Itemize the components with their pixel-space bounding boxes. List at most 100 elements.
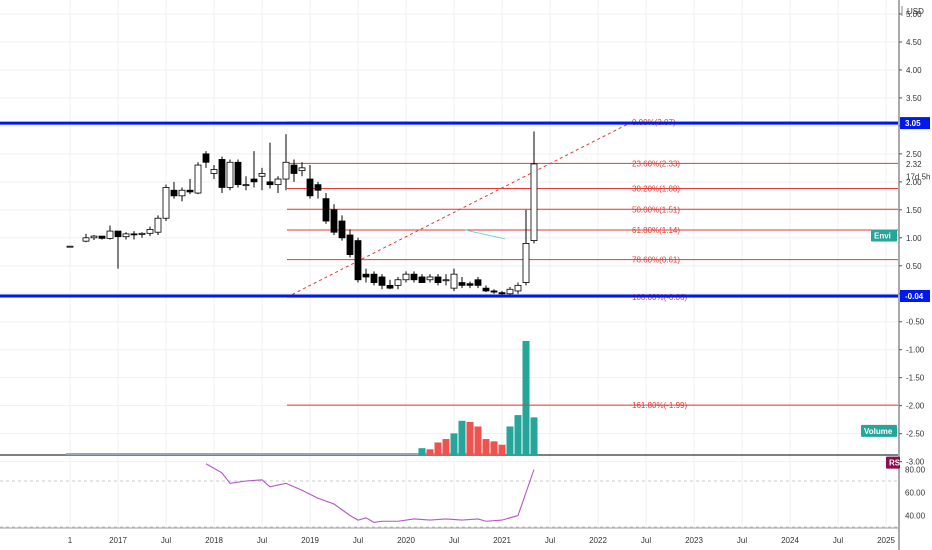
candle-body <box>370 273 378 283</box>
horizontal-levels[interactable] <box>0 121 898 298</box>
indicator-label-badge: Volume <box>864 427 893 436</box>
candle-body <box>362 273 370 278</box>
time-axis-label: Jul <box>161 536 171 545</box>
candle-body <box>506 288 514 295</box>
candle-body <box>466 283 474 286</box>
candle-body <box>522 242 530 283</box>
fib-level-label: 161.80%(-1.99) <box>632 401 687 410</box>
candle-body <box>266 181 274 186</box>
price-tick-label: -3.00 <box>906 458 925 467</box>
candle-body <box>274 178 282 186</box>
candle-body <box>498 292 506 295</box>
fib-level-label: 50.00%(1.51) <box>632 205 680 214</box>
time-axis-label: 1 <box>68 536 73 545</box>
candle-body <box>474 279 482 286</box>
candle-body <box>178 189 186 197</box>
volume-bar <box>490 441 498 455</box>
candle-body <box>290 164 298 174</box>
fib-trend-line[interactable] <box>286 121 633 298</box>
time-axis-label: Jul <box>545 536 555 545</box>
candle-body <box>482 287 490 292</box>
last-price-label: 2.32 <box>906 160 922 169</box>
price-tick-label: 3.50 <box>906 94 922 103</box>
candle-body <box>418 276 426 283</box>
fib-level-label: 100.00%(-0.06) <box>632 293 687 302</box>
candle-body <box>162 187 170 219</box>
fibonacci-retracement[interactable]: 0.00%(3.07)23.60%(2.33)38.20%(1.88)50.00… <box>287 118 898 410</box>
candle-body <box>434 276 442 283</box>
volume-bar <box>482 439 490 455</box>
candle-body <box>82 237 90 242</box>
candle-body <box>218 159 226 188</box>
level-price-badge: 3.05 <box>905 119 921 128</box>
candle-body <box>442 279 450 282</box>
indicator-label-badge: Envi <box>874 232 891 241</box>
price-tick-label: -2.50 <box>906 430 925 439</box>
volume-bar <box>474 426 482 455</box>
volume-bar <box>466 421 474 455</box>
price-tick-label: 2.50 <box>906 150 922 159</box>
time-axis-label: 2018 <box>205 536 223 545</box>
candle-body <box>154 217 162 233</box>
rsi-pane: 80.00 60.00 40.00 RSI <box>0 456 926 528</box>
volume-bar <box>530 417 538 455</box>
price-tick-label: 0.50 <box>906 262 922 271</box>
rsi-badge-bg <box>886 456 900 469</box>
candle-body <box>258 173 266 177</box>
price-tick-label: 4.50 <box>906 38 922 47</box>
candle-body <box>90 235 98 239</box>
candle-body <box>514 284 522 292</box>
price-tick-label: 1.50 <box>906 206 922 215</box>
rsi-tick-label: 40.00 <box>905 512 926 521</box>
candle-body <box>106 230 114 239</box>
candle-body <box>426 276 434 281</box>
candle-body <box>402 273 410 281</box>
candle-body <box>410 273 418 281</box>
time-axis-label: 2019 <box>301 536 319 545</box>
candle-body <box>186 189 194 193</box>
time-axis[interactable]: 1 2017 Jul 2018 Jul 2019 Jul 2020 Jul 2021 Jul 2022… <box>68 536 896 545</box>
candle-body <box>450 273 458 289</box>
candle-body <box>330 209 338 233</box>
price-tick-label: 1.00 <box>906 234 922 243</box>
candle-body <box>210 169 218 174</box>
fib-level-label: 23.60%(2.33) <box>632 159 680 168</box>
candle-body <box>250 178 258 183</box>
candle-body <box>122 233 130 238</box>
fib-level-label: 38.20%(1.88) <box>632 185 680 194</box>
candle-body <box>306 178 314 197</box>
candle-body <box>98 235 106 239</box>
candle-body <box>66 245 74 248</box>
time-axis-label: 2023 <box>685 536 703 545</box>
candle-body <box>146 229 154 234</box>
candle-body <box>378 276 386 286</box>
candle-body <box>458 282 466 286</box>
volume-bars <box>66 341 538 455</box>
candlestick-series <box>66 131 538 295</box>
time-axis-label: 2017 <box>109 536 127 545</box>
rsi-tick-label: 80.00 <box>905 466 926 475</box>
indicator-label-badge-bg <box>871 229 897 242</box>
volume-bar <box>506 426 514 455</box>
price-axis[interactable]: 5.004.504.003.503.002.502.001.501.000.50… <box>861 6 930 467</box>
volume-bar <box>450 433 458 455</box>
candle-body <box>298 167 306 172</box>
candle-body <box>194 164 202 194</box>
candle-body <box>130 233 138 236</box>
time-axis-label: 2020 <box>397 536 415 545</box>
candle-body <box>138 232 146 235</box>
candle-body <box>354 240 362 281</box>
time-axis-label: Jul <box>737 536 747 545</box>
volume-bar <box>442 439 450 455</box>
candle-body <box>242 184 250 187</box>
time-axis-label: Jul <box>641 536 651 545</box>
fib-level-label: 78.60%(0.61) <box>632 256 680 265</box>
candle-body <box>322 198 330 222</box>
candle-body <box>346 234 354 255</box>
price-tick-label: -1.00 <box>906 346 925 355</box>
currency-label: USD <box>907 7 924 16</box>
price-tick-label: -1.50 <box>906 374 925 383</box>
rsi-tick-label: 60.00 <box>905 489 926 498</box>
level-price-badge-bg <box>900 289 930 302</box>
